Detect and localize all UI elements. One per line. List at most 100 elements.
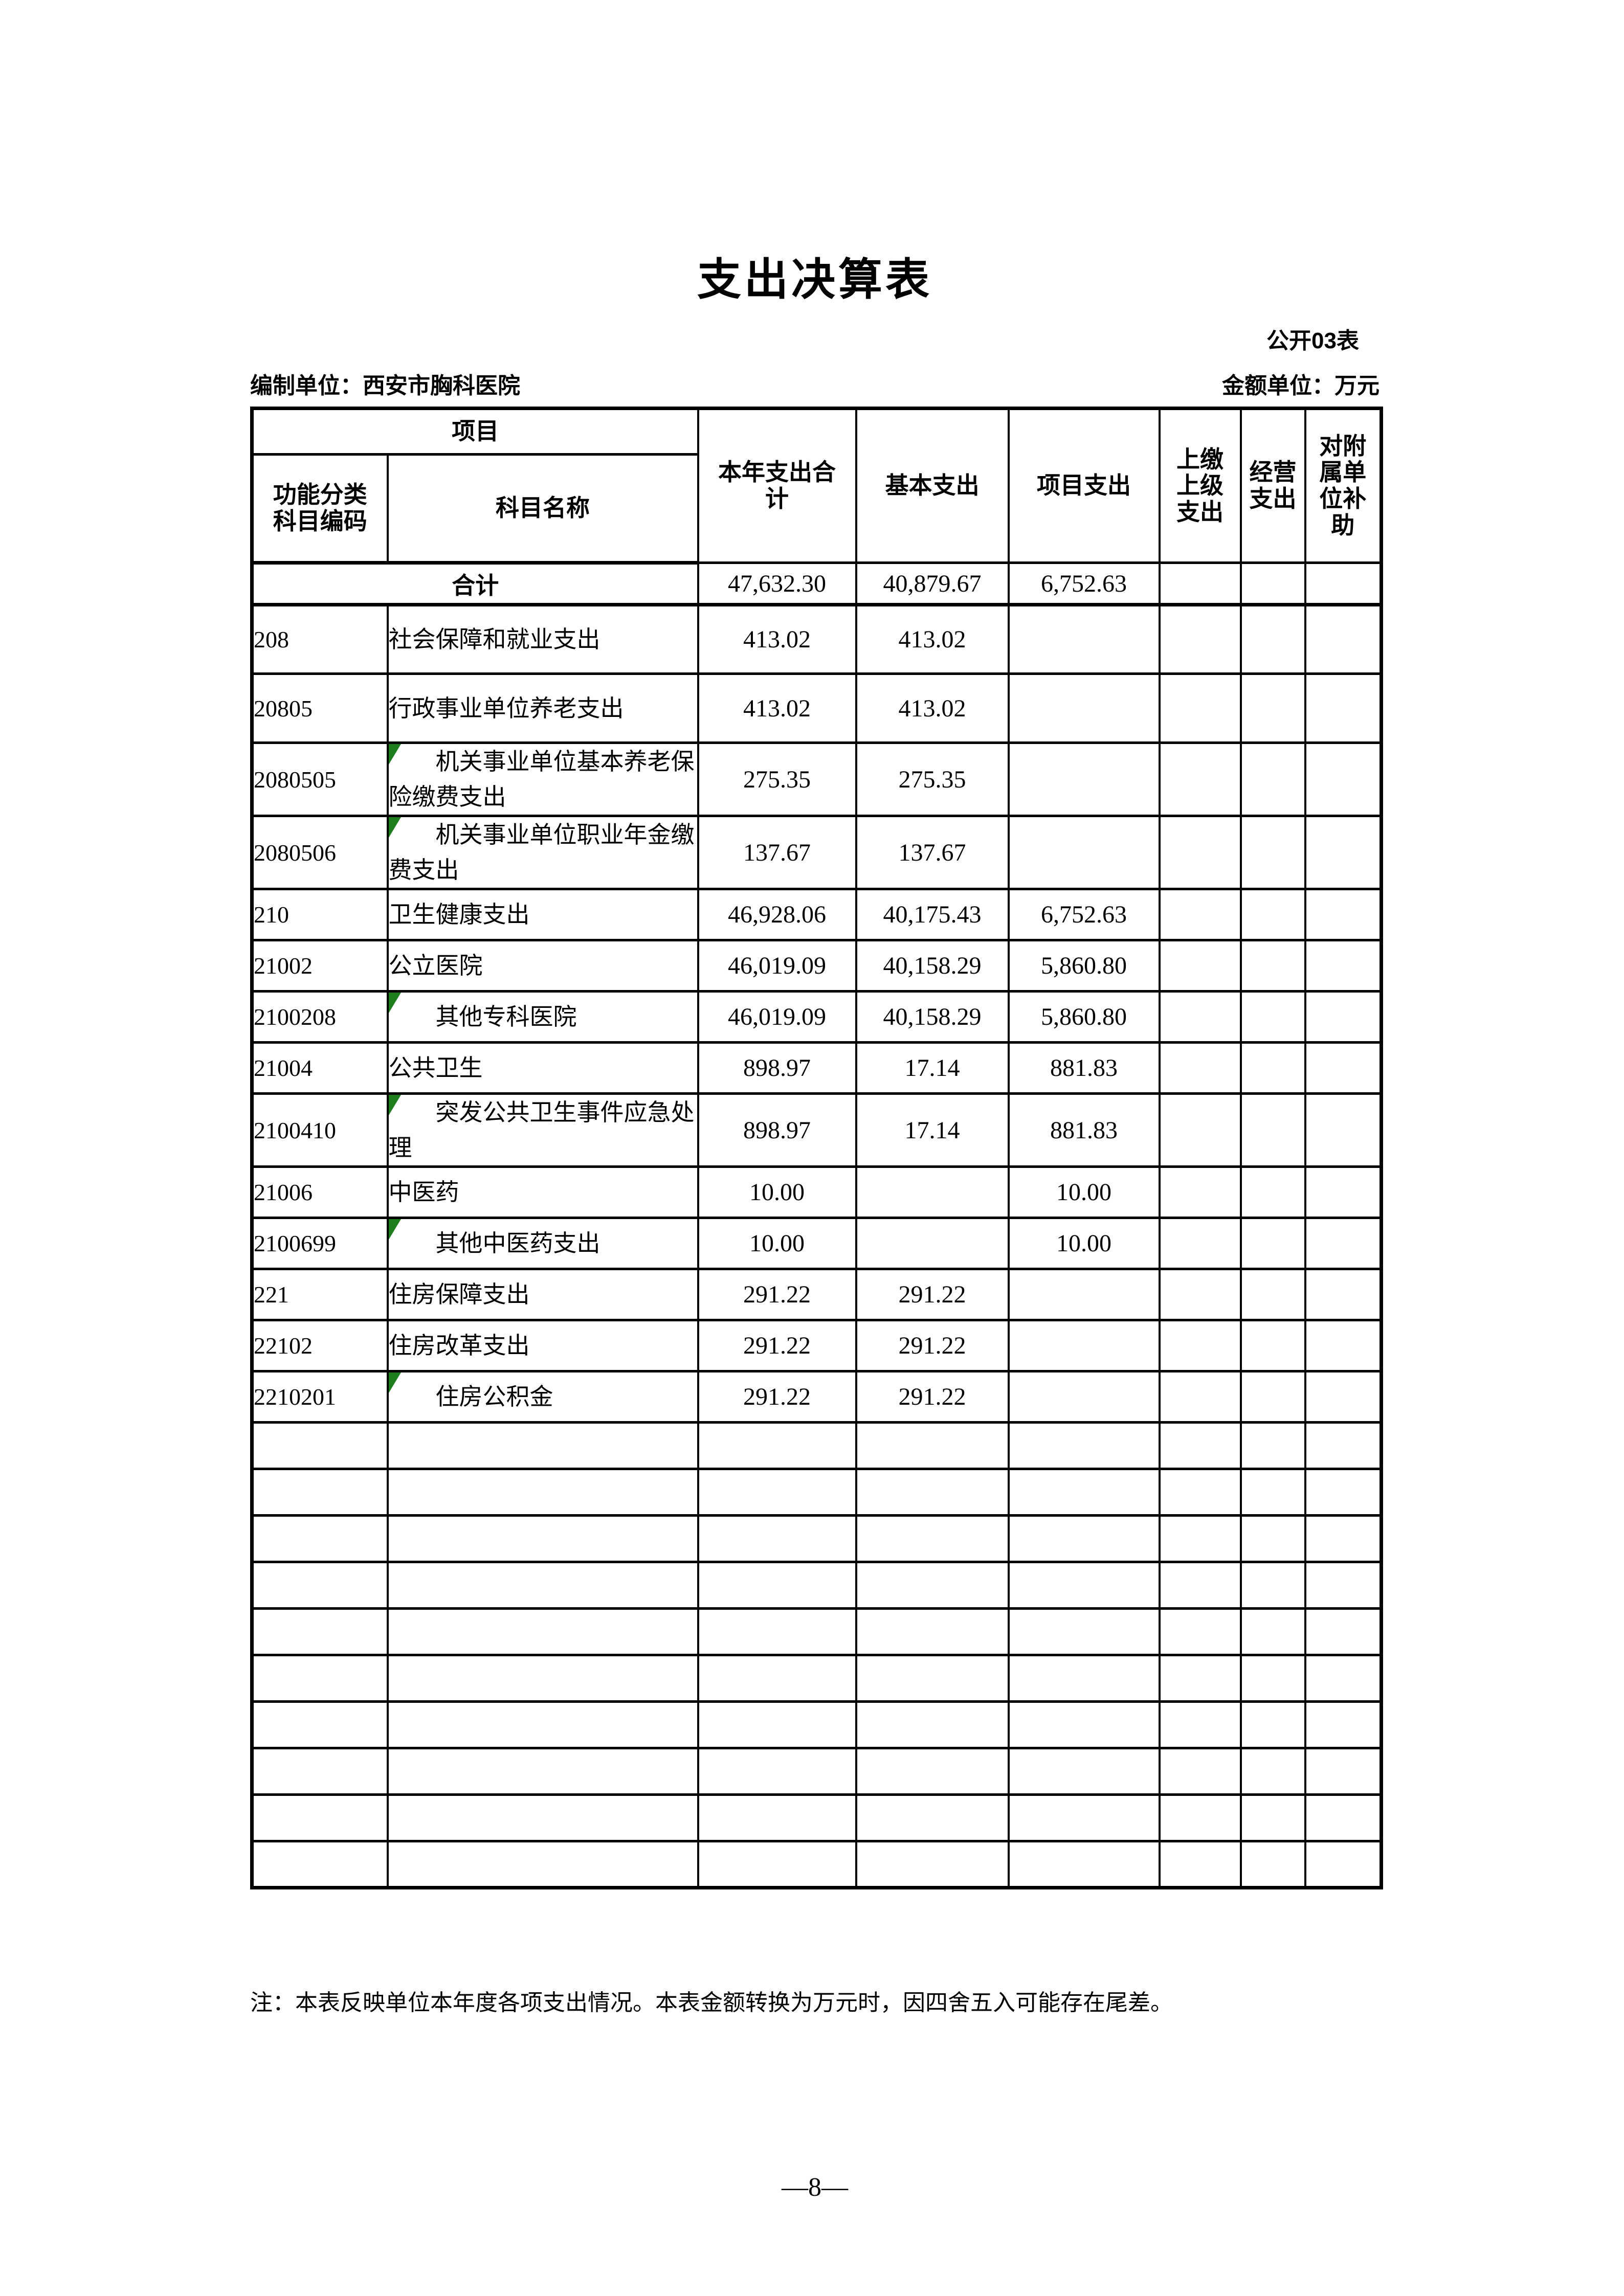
table-row: 21002 公立医院 46,019.09 40,158.29 5,860.80 [251, 939, 1383, 993]
name-cell: 机关事业单位职业年金缴费支出 [386, 815, 699, 890]
table-row: 2080505 机关事业单位基本养老保险缴费支出 275.35 275.35 [251, 741, 1383, 817]
name-cell: 机关事业单位基本养老保险缴费支出 [386, 741, 699, 817]
upper-cell [1158, 1217, 1242, 1270]
summary-basic: 40,879.67 [855, 561, 1010, 606]
empty-table-row [251, 1468, 1383, 1517]
name-cell: 中医药 [386, 1165, 699, 1219]
subject-name: 行政事业单位养老支出 [388, 695, 624, 722]
upper-cell [1158, 1319, 1242, 1372]
project-cell [1007, 1268, 1161, 1321]
name-cell: 社会保障和就业支出 [386, 603, 699, 675]
code-cell: 2100410 [251, 1092, 389, 1168]
operating-cell [1239, 939, 1306, 993]
comment-marker-icon [389, 818, 401, 838]
code-cell: 208 [251, 603, 389, 675]
summary-total: 47,632.30 [697, 561, 857, 606]
header-col-basic: 基本支出 [855, 407, 1010, 564]
name-cell: 住房保障支出 [386, 1268, 699, 1321]
table-row: 22102 住房改革支出 291.22 291.22 [251, 1319, 1383, 1372]
comment-marker-icon [389, 994, 401, 1013]
basic-cell [855, 1217, 1010, 1270]
project-cell: 5,860.80 [1007, 939, 1161, 993]
table-row: 2210201 住房公积金 291.22 291.22 [251, 1370, 1383, 1424]
empty-table-row [251, 1700, 1383, 1749]
project-cell: 10.00 [1007, 1217, 1161, 1270]
summary-upper [1158, 561, 1242, 606]
upper-cell [1158, 672, 1242, 744]
operating-cell [1239, 1370, 1306, 1424]
header-col-operating: 经营 支出 [1239, 407, 1306, 564]
name-cell: 突发公共卫生事件应急处理 [386, 1092, 699, 1168]
project-cell [1007, 1319, 1161, 1372]
table-row: 2100699 其他中医药支出 10.00 10.00 [251, 1217, 1383, 1270]
operating-cell [1239, 1268, 1306, 1321]
basic-cell: 17.14 [855, 1041, 1010, 1095]
name-cell: 其他专科医院 [386, 990, 699, 1044]
project-cell [1007, 741, 1161, 817]
upper-cell [1158, 603, 1242, 675]
project-cell [1007, 815, 1161, 890]
subsidy-cell [1304, 1041, 1383, 1095]
basic-cell: 40,175.43 [855, 888, 1010, 941]
project-cell: 881.83 [1007, 1041, 1161, 1095]
project-cell: 10.00 [1007, 1165, 1161, 1219]
upper-cell [1158, 939, 1242, 993]
subject-name: 住房公积金 [435, 1384, 553, 1410]
header-col-project: 项目支出 [1007, 407, 1161, 564]
summary-label: 合计 [251, 561, 699, 606]
upper-cell [1158, 741, 1242, 817]
total-cell: 413.02 [697, 603, 857, 675]
project-cell [1007, 672, 1161, 744]
summary-subsidy [1304, 561, 1383, 606]
subsidy-cell [1304, 603, 1383, 675]
operating-cell [1239, 1217, 1306, 1270]
project-cell: 881.83 [1007, 1092, 1161, 1168]
code-cell: 2100208 [251, 990, 389, 1044]
table-row: 2100410 突发公共卫生事件应急处理 898.97 17.14 881.83 [251, 1092, 1383, 1168]
subsidy-cell [1304, 939, 1383, 993]
operating-cell [1239, 815, 1306, 890]
total-cell: 898.97 [697, 1092, 857, 1168]
operating-cell [1239, 603, 1306, 675]
subject-name: 机关事业单位职业年金缴费支出 [388, 822, 695, 883]
operating-cell [1239, 741, 1306, 817]
table-row: 20805 行政事业单位养老支出 413.02 413.02 [251, 672, 1383, 744]
basic-cell: 413.02 [855, 603, 1010, 675]
table-body: 项目 本年支出合 计 基本支出 项目支出 上缴 上级 支出 经营 支出 对附 属… [251, 407, 1383, 1889]
code-cell: 21004 [251, 1041, 389, 1095]
upper-cell [1158, 1092, 1242, 1168]
page-title: 支出决算表 [697, 255, 932, 304]
total-cell: 413.02 [697, 672, 857, 744]
operating-cell [1239, 1041, 1306, 1095]
table-row: 21006 中医药 10.00 10.00 [251, 1165, 1383, 1219]
operating-cell [1239, 1092, 1306, 1168]
name-cell: 卫生健康支出 [386, 888, 699, 941]
header-col-subsidy: 对附 属单 位补 助 [1304, 407, 1383, 564]
comment-marker-icon [389, 1220, 401, 1240]
project-cell [1007, 1370, 1161, 1424]
code-cell: 2100699 [251, 1217, 389, 1270]
subsidy-cell [1304, 1165, 1383, 1219]
comment-marker-icon [389, 1096, 401, 1115]
table-row: 208 社会保障和就业支出 413.02 413.02 [251, 603, 1383, 675]
comment-marker-icon [389, 1374, 401, 1393]
subject-name: 社会保障和就业支出 [388, 626, 600, 652]
subsidy-cell [1304, 1092, 1383, 1168]
total-cell: 46,928.06 [697, 888, 857, 941]
header-row-top: 项目 本年支出合 计 基本支出 项目支出 上缴 上级 支出 经营 支出 对附 属… [251, 407, 1383, 564]
total-cell: 275.35 [697, 741, 857, 817]
subsidy-cell [1304, 1268, 1383, 1321]
subject-name: 住房改革支出 [388, 1333, 530, 1359]
header-col-total: 本年支出合 计 [697, 407, 857, 564]
prepared-by-label: 编制单位：西安市胸科医院 [250, 373, 520, 398]
basic-cell: 137.67 [855, 815, 1010, 890]
code-cell: 20805 [251, 672, 389, 744]
operating-cell [1239, 888, 1306, 941]
empty-table-row [251, 1840, 1383, 1889]
basic-cell: 275.35 [855, 741, 1010, 817]
name-cell: 行政事业单位养老支出 [386, 672, 699, 744]
total-cell: 10.00 [697, 1165, 857, 1219]
basic-cell: 291.22 [855, 1370, 1010, 1424]
header-col-upper: 上缴 上级 支出 [1158, 407, 1242, 564]
